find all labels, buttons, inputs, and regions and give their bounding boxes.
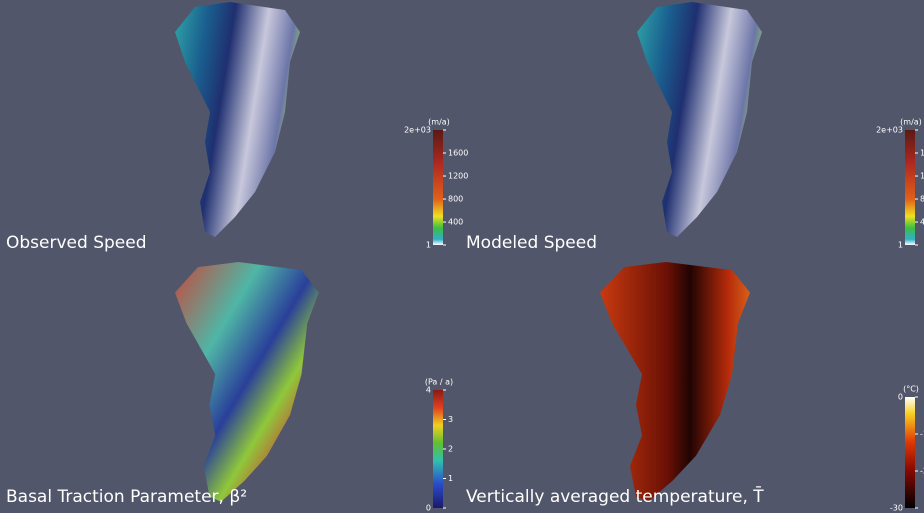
- colorbar-tick-label: -10: [920, 430, 924, 439]
- colorbar-tick-label: 1: [426, 241, 431, 250]
- ice-sheet-map: [637, 2, 762, 237]
- colorbar-unit: (°C): [903, 385, 919, 394]
- colorbar-tick-label: 400: [448, 218, 463, 227]
- panel-title: Observed Speed: [6, 233, 146, 253]
- colorbar-tick-label: 0: [426, 504, 431, 513]
- colorbar-unit: (m/a): [900, 118, 922, 127]
- colorbar-tick-label: 400: [920, 218, 924, 227]
- panel: Modeled Speed (m/a)2e+03 1600 1200 800 400 1: [466, 2, 924, 253]
- colorbar-tick-label: 800: [920, 195, 924, 204]
- colorbar-unit: (m/a): [428, 118, 450, 127]
- colorbar: [905, 130, 915, 245]
- colorbar: [433, 130, 443, 245]
- colorbar-tick-label: 3: [448, 415, 453, 424]
- colorbar-tick-label: 2e+03: [404, 126, 431, 135]
- panel-title: Vertically averaged temperature, T̄: [466, 485, 764, 507]
- panel: Observed Speed (m/a)2e+03 1600 1200 800 400 1: [6, 2, 468, 253]
- colorbar: [433, 390, 443, 508]
- panel: Basal Traction Parameter, β²(Pa / a)4321…: [6, 262, 453, 513]
- colorbar-tick-label: -20: [920, 467, 924, 476]
- colorbar-tick-label: 2e+03: [876, 126, 903, 135]
- colorbar-tick-label: 0: [898, 393, 903, 402]
- panel-title: Modeled Speed: [466, 233, 597, 253]
- colorbar-tick-label: 1: [448, 474, 453, 483]
- colorbar-tick-label: 800: [448, 195, 463, 204]
- colorbar-tick-label: 1200: [920, 172, 924, 181]
- colorbar-tick-label: 4: [426, 386, 431, 395]
- colorbar-tick-label: 1600: [920, 149, 924, 158]
- ice-sheet-map: [600, 262, 750, 502]
- panel: Vertically averaged temperature, T̄ (°C)0…: [466, 262, 924, 513]
- viewport: Observed Speed(m/a)2e+03160012008004001M…: [0, 0, 924, 513]
- panel-title: Basal Traction Parameter, β²: [6, 487, 247, 507]
- colorbar-tick-label: 1: [898, 241, 903, 250]
- colorbar-tick-label: -30: [890, 504, 903, 513]
- colorbar-tick-label: 2: [448, 445, 453, 454]
- colorbar: [905, 397, 915, 508]
- colorbar-tick-label: 1600: [448, 149, 468, 158]
- colorbar-tick-label: 1200: [448, 172, 468, 181]
- ice-sheet-map: [175, 262, 319, 502]
- ice-sheet-map: [175, 2, 300, 237]
